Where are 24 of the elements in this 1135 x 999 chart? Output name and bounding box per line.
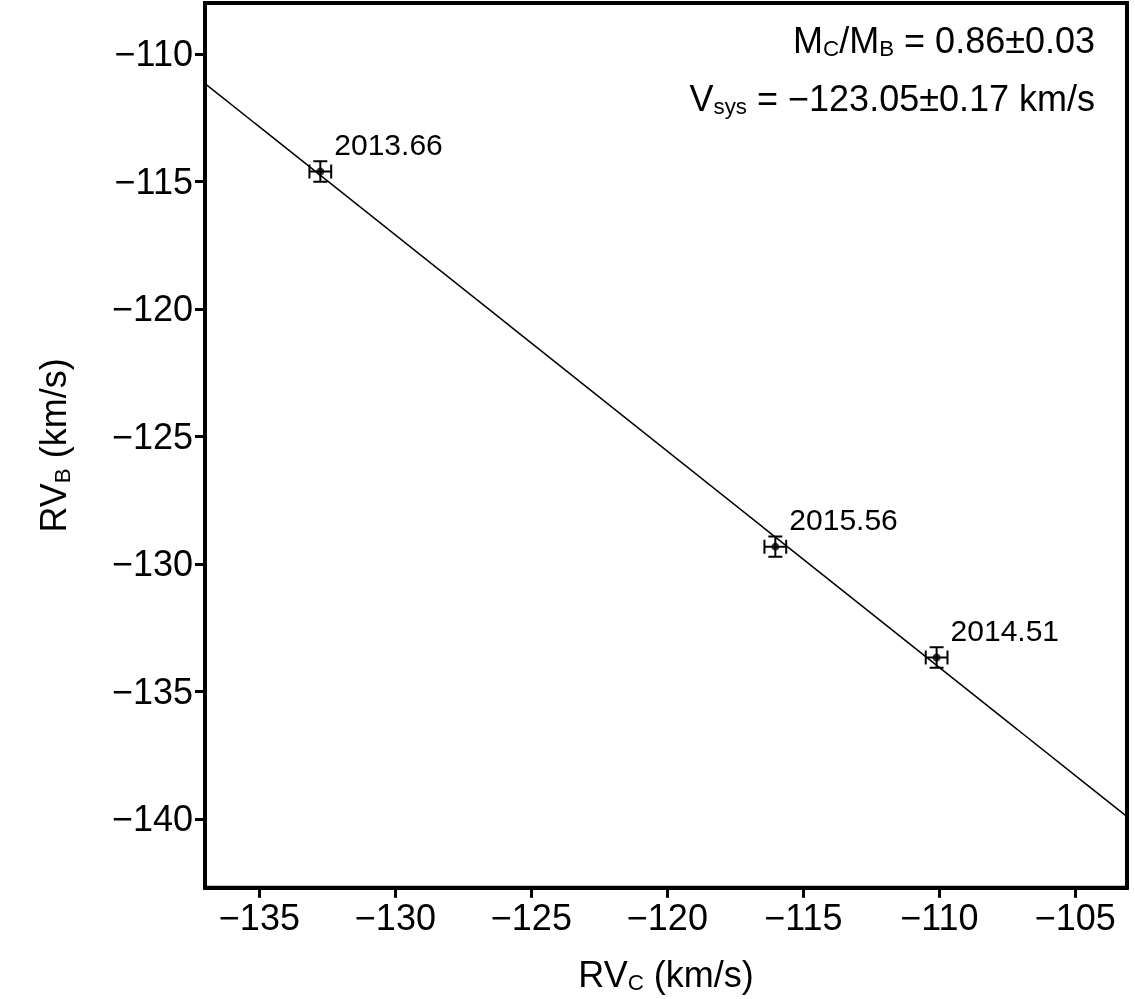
point (316, 167, 325, 176)
y-tick-label: −120 (111, 288, 193, 330)
x-tick-label: −120 (626, 897, 708, 939)
x-axis-title: RVC (km/s) (578, 954, 754, 996)
point (932, 653, 941, 662)
annotation: MC/MB = 0.86±0.03 (793, 19, 1095, 61)
annotation: 2014.51 (950, 614, 1060, 648)
y-tick-label: −115 (114, 160, 193, 202)
y-axis-title: RVB (km/s) (33, 358, 75, 533)
x-tick-label: −125 (490, 897, 572, 939)
y-tick-label: −125 (111, 415, 193, 457)
x-tick-label: −105 (1034, 897, 1116, 939)
annotation: 2015.56 (789, 503, 898, 537)
y-tick-label: −135 (111, 670, 193, 712)
y-tick-label: −110 (114, 33, 193, 75)
y-tick-label: −130 (111, 543, 193, 585)
point (771, 542, 780, 551)
x-tick-label: −110 (900, 897, 979, 939)
x-tick-label: −135 (218, 897, 300, 939)
y-tick-label: −140 (111, 798, 193, 840)
x-tick-label: −130 (354, 897, 436, 939)
annotation: 2013.66 (334, 128, 443, 162)
x-tick-label: −115 (764, 897, 843, 939)
annotation: Vsys = −123.05±0.17 km/s (689, 77, 1096, 119)
